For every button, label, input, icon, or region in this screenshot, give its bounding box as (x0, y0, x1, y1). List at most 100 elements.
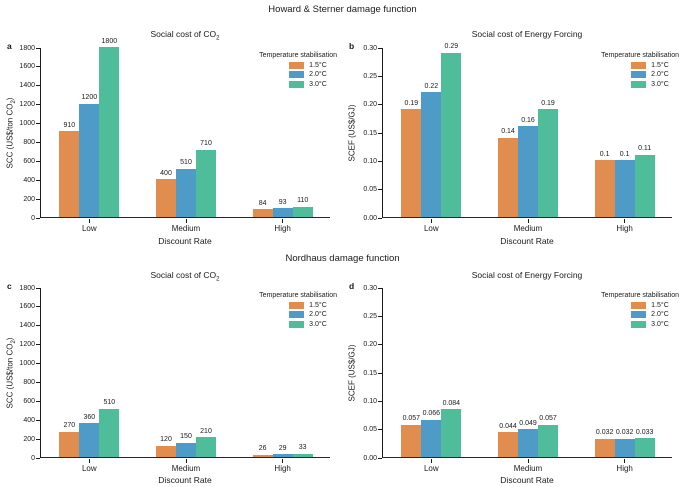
legend-swatch (289, 71, 305, 78)
panel-c-title-sub: 2 (216, 276, 220, 283)
y-tick-mark (35, 104, 40, 106)
y-tick-mark (35, 287, 40, 289)
legend-title: Temperature stabilisation (259, 52, 337, 59)
bar (634, 438, 655, 457)
bar (441, 409, 462, 457)
panel-b-title: Social cost of Energy Forcing (382, 29, 672, 39)
bar-value-label: 110 (297, 197, 309, 205)
bar-value-label: 1800 (101, 37, 118, 45)
legend-label: 1.5°C (651, 61, 669, 69)
y-tick-label: 1000 (19, 360, 35, 368)
section-title-nordhaus: Nordhaus damage function (285, 253, 400, 264)
y-tick-label: 0.10 (363, 157, 377, 165)
legend-item: 2.0°C (631, 71, 679, 78)
panel-a-plot: 0 200 400 600 800 1000 1200 1400 1600 1800 Low 910 1… (19, 38, 337, 234)
bar-value-label: 0.033 (635, 428, 654, 436)
bar-value-label: 93 (278, 198, 287, 206)
y-tick-label: 800 (23, 138, 35, 146)
bar-value-label: 0.11 (638, 145, 652, 153)
y-tick-mark (377, 400, 382, 402)
legend-label: 1.5°C (309, 301, 327, 309)
y-tick-label: 0.15 (363, 369, 377, 377)
bar-value-label: 150 (180, 433, 192, 441)
bar-value-label: 1200 (81, 94, 98, 102)
y-tick-mark (377, 217, 382, 219)
bar-value-label: 0.032 (595, 429, 614, 437)
x-tick-mark (282, 219, 284, 223)
legend-label: 3.0°C (651, 80, 669, 88)
y-tick-label: 200 (23, 195, 35, 203)
y-tick-mark (377, 315, 382, 317)
y-tick-label: 0.10 (363, 397, 377, 405)
x-tick-mark (88, 219, 90, 223)
legend-swatch (631, 80, 647, 88)
bar (99, 47, 120, 217)
x-category-label: Low (81, 224, 97, 233)
panel-d-title: Social cost of Energy Forcing (382, 270, 672, 280)
x-tick-mark (185, 219, 187, 223)
bar-value-label: 0.1 (599, 150, 610, 158)
panel-d-title-text: Social cost of Energy Forcing (471, 270, 583, 280)
legend-label: 2.0°C (309, 71, 327, 78)
legend-label: 1.5°C (651, 301, 669, 309)
x-category-label: Medium (171, 224, 201, 233)
y-tick-mark (35, 217, 40, 219)
x-category-label: Medium (171, 464, 201, 473)
x-category-label: High (274, 224, 291, 233)
y-tick-label: 1400 (19, 82, 35, 90)
bar-value-label: 0.22 (424, 82, 439, 90)
panel-d-xlabel: Discount Rate (500, 475, 554, 485)
y-tick-label: 0.05 (363, 186, 377, 194)
bottom-row: c Social cost of CO2 SCC (US$/ton CO2) 0… (0, 266, 685, 487)
bar (252, 454, 273, 457)
legend: Temperature stabilisation 1.5°C 2.0°C 3.0°C (259, 292, 337, 330)
y-tick-mark (377, 75, 382, 77)
bar (292, 453, 313, 457)
x-category-label: Low (423, 464, 439, 473)
panel-a-title-text: Social cost of CO (150, 29, 217, 39)
x-tick-mark (624, 219, 626, 223)
bar (272, 454, 293, 457)
x-category-label: High (616, 464, 633, 473)
panel-c-ylabel: SCC (US$/ton CO2) (3, 288, 18, 458)
x-tick-mark (527, 219, 529, 223)
bar (292, 206, 313, 217)
y-tick-label: 1600 (19, 303, 35, 311)
bar (252, 209, 273, 217)
legend-swatch (631, 320, 647, 328)
bar-value-label: 33 (298, 444, 307, 452)
panel-d: d Social cost of Energy Forcing SCEF (US… (342, 266, 684, 487)
y-tick-mark (377, 189, 382, 191)
y-tick-label: 800 (23, 378, 35, 386)
panel-d-plot: 0.00 0.05 0.10 0.15 0.20 0.25 0.30 Low 0.057 0.06… (363, 285, 679, 474)
y-tick-mark (377, 104, 382, 106)
bar (634, 154, 655, 217)
panel-a-ylabel: SCC (US$/ton CO2) (3, 48, 18, 218)
bar (594, 438, 615, 457)
bar (59, 131, 80, 217)
bar-value-label: 270 (63, 422, 76, 429)
y-tick-label: 0.20 (363, 341, 377, 349)
bar-value-label: 0.057 (402, 415, 421, 423)
bar (594, 160, 615, 217)
bar-value-label: 400 (160, 169, 172, 177)
x-category-label: Low (423, 224, 439, 233)
bar (498, 432, 518, 457)
y-tick-mark (35, 438, 40, 440)
legend-label: 3.0°C (309, 80, 327, 88)
y-tick-mark (35, 66, 40, 68)
y-tick-mark (35, 306, 40, 308)
bar (421, 419, 442, 457)
y-tick-mark (377, 372, 382, 374)
legend-item: 3.0°C (631, 320, 679, 328)
bar-value-label: 510 (103, 399, 116, 407)
legend: Temperature stabilisation 1.5°C 2.0°C 3.0°C (601, 52, 679, 90)
panel-a-xlabel: Discount Rate (158, 236, 212, 246)
panel-c-title: Social cost of CO2 (40, 270, 330, 283)
legend-swatch (289, 61, 305, 69)
y-tick-mark (377, 132, 382, 134)
bar-value-label: 0.066 (422, 410, 441, 418)
y-tick-mark (377, 429, 382, 431)
y-tick-label: 1200 (19, 101, 35, 109)
x-category-label: High (616, 224, 633, 233)
